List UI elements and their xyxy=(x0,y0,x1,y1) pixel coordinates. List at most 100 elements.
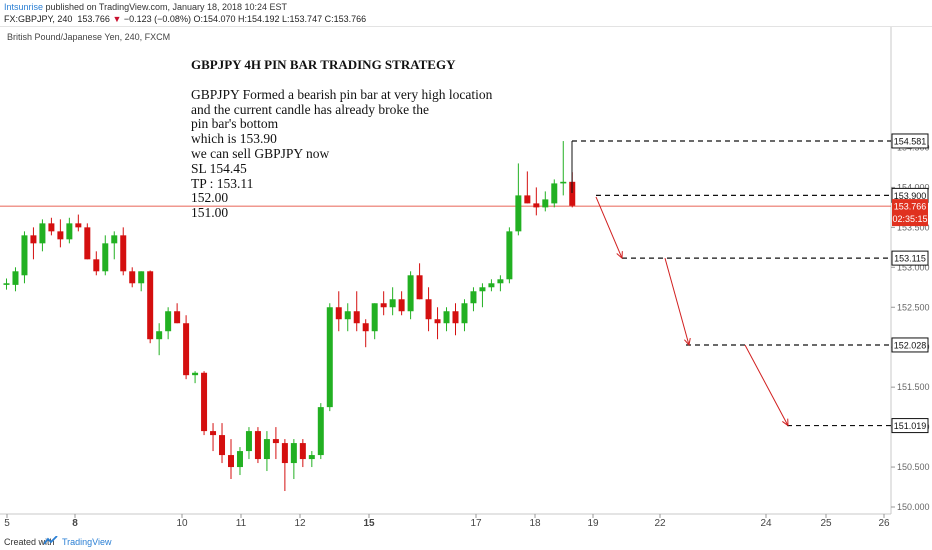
candle-body xyxy=(57,231,64,240)
candle-body xyxy=(380,303,387,308)
arrow-head xyxy=(782,418,789,427)
candle-body xyxy=(93,259,100,272)
candle-body xyxy=(138,271,145,284)
level-label-text: 152.028 xyxy=(894,340,927,350)
candle-body xyxy=(569,181,576,206)
x-tick-label: 5 xyxy=(4,518,10,529)
candle-body xyxy=(192,372,199,376)
annotation-line: SL 154.45 xyxy=(191,160,247,176)
candle-body xyxy=(236,451,243,468)
candle-body xyxy=(560,181,567,184)
candle-countdown-text: 02:35:15 xyxy=(892,214,927,224)
candle-body xyxy=(515,195,522,232)
x-tick-label: 24 xyxy=(760,518,772,529)
candle-body xyxy=(335,307,342,320)
candle-body xyxy=(461,303,468,324)
candle-body xyxy=(30,235,37,244)
candle-body xyxy=(389,299,396,308)
strategy-annotation: GBPJPY 4H PIN BAR TRADING STRATEGY GBPJP… xyxy=(191,57,493,221)
candle-body xyxy=(245,431,252,452)
current-price-label-box xyxy=(892,199,928,227)
annotation-line: 151.00 xyxy=(191,205,229,221)
candle-body xyxy=(470,291,477,304)
candle-body xyxy=(407,275,414,312)
candle-body xyxy=(102,243,109,272)
x-tick-label: 26 xyxy=(878,518,890,529)
ohlc-values: O:154.070 H:154.192 L:153.747 C:153.766 xyxy=(193,14,367,24)
candle-body xyxy=(551,183,558,204)
author-name[interactable]: Intsunrise xyxy=(4,2,44,12)
candle-body xyxy=(290,443,297,464)
candle-body xyxy=(183,323,190,376)
level-label-box xyxy=(891,418,929,434)
candle-body xyxy=(147,271,154,340)
annotation-line: pin bar's bottom xyxy=(191,116,279,132)
candle-body xyxy=(219,435,226,456)
y-tick-label: 153.000 xyxy=(897,262,930,272)
arrow-head xyxy=(684,337,691,347)
publish-info: Intsunrise published on TradingView.com,… xyxy=(4,2,287,12)
candle-body xyxy=(488,283,495,288)
candle-body xyxy=(353,311,360,324)
candle-body xyxy=(165,311,172,332)
trade-arrow xyxy=(744,344,789,426)
candle-body xyxy=(344,311,351,320)
level-label-box xyxy=(891,337,929,353)
x-tick-label: 17 xyxy=(470,518,482,529)
x-tick-label: 11 xyxy=(236,518,247,529)
candle-body xyxy=(542,199,549,208)
candle-body xyxy=(272,439,279,444)
candle-body xyxy=(75,223,82,228)
annotation-line: 152.00 xyxy=(191,190,229,206)
header-divider xyxy=(0,26,932,27)
candle-body xyxy=(228,455,234,468)
instrument-name: British Pound/Japanese Yen, 240, FXCM xyxy=(7,32,171,42)
candle-body xyxy=(39,223,46,244)
x-tick-label: 15 xyxy=(363,518,375,529)
publish-text: published on TradingView.com, January 18… xyxy=(43,2,288,12)
candle-body xyxy=(308,455,315,460)
candle-body xyxy=(263,439,270,460)
x-tick-label: 22 xyxy=(654,518,666,529)
y-tick-label: 153.500 xyxy=(897,222,930,232)
candle-body xyxy=(299,443,306,460)
candle-body xyxy=(12,271,19,285)
candle-body xyxy=(156,331,163,340)
x-tick-label: 10 xyxy=(176,518,188,529)
candle-body xyxy=(443,311,450,324)
candle-body xyxy=(201,372,208,432)
y-tick-label: 154.000 xyxy=(897,182,930,192)
level-label-text: 153.115 xyxy=(894,254,926,264)
candle-body xyxy=(111,235,118,244)
candle-body xyxy=(506,231,513,280)
candle-body xyxy=(371,303,378,332)
candle-body xyxy=(129,271,136,284)
annotation-line: we can sell GBPJPY now xyxy=(191,145,330,161)
candle-body xyxy=(533,203,540,208)
candle-body xyxy=(84,227,91,260)
level-label-text: 151.019 xyxy=(894,421,927,431)
candle-body xyxy=(66,223,73,240)
footer: Created with TradingView xyxy=(0,532,932,550)
candle-body xyxy=(254,431,261,460)
candle-body xyxy=(21,235,28,276)
x-tick-label: 25 xyxy=(820,518,832,529)
created-with-text: Created with xyxy=(4,537,55,547)
candle-body xyxy=(479,287,486,292)
annotation-title: GBPJPY 4H PIN BAR TRADING STRATEGY xyxy=(191,57,456,72)
candle-body xyxy=(120,235,127,272)
annotation-line: GBPJPY Formed a bearish pin bar at very … xyxy=(191,86,493,102)
candle-body xyxy=(326,307,333,408)
candle-body xyxy=(210,431,217,436)
candle-body xyxy=(362,323,369,332)
tradingview-link[interactable]: TradingView xyxy=(62,537,112,547)
x-tick-label: 8 xyxy=(72,518,78,529)
current-price-label-text: 153.766 xyxy=(894,202,927,212)
last-price: 153.766 xyxy=(77,14,110,24)
down-triangle-icon: ▼ xyxy=(112,14,122,24)
trade-arrow xyxy=(595,196,623,259)
candle-body xyxy=(452,311,459,324)
x-tick-label: 19 xyxy=(587,518,599,529)
candle-body xyxy=(174,311,181,324)
